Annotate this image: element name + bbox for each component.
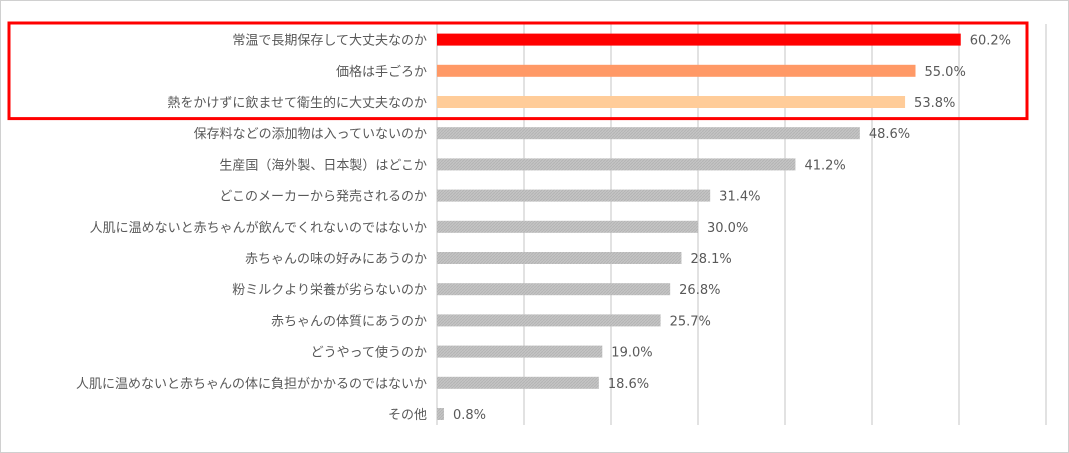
category-label: 生産国（海外製、日本製）はどこか	[219, 157, 427, 173]
category-label: 人肌に温めないと赤ちゃんが飲んでくれないのではないか	[90, 220, 427, 236]
category-label: どこのメーカーから発売されるのか	[219, 189, 427, 205]
bar	[437, 408, 444, 420]
category-label: その他	[388, 408, 427, 423]
data-label: 26.8%	[679, 283, 720, 298]
category-label: 人肌に温めないと赤ちゃんの体に負担がかかるのではないか	[76, 377, 427, 392]
data-label: 41.2%	[804, 158, 845, 173]
bar	[437, 127, 860, 140]
data-label: 48.6%	[869, 127, 910, 142]
data-label: 55.0%	[925, 65, 966, 80]
category-label: 熱をかけずに飲ませて衛生的に大丈夫なのか	[167, 95, 427, 111]
bar	[437, 314, 661, 327]
category-label: 保存料などの添加物は入っていないのか	[194, 127, 427, 142]
data-label: 30.0%	[707, 221, 748, 236]
data-label: 19.0%	[611, 346, 652, 361]
data-label: 0.8%	[453, 408, 486, 423]
category-label: 赤ちゃんの味の好みにあうのか	[245, 252, 427, 267]
bar	[437, 33, 961, 46]
data-label: 60.2%	[970, 34, 1011, 49]
category-label: どうやって使うのか	[311, 345, 427, 361]
bar	[437, 64, 916, 77]
data-label: 31.4%	[719, 190, 760, 205]
bar	[437, 96, 906, 108]
data-label: 25.7%	[670, 314, 711, 329]
bar	[437, 189, 711, 202]
category-label: 粉ミルクより栄養が劣らないのか	[232, 282, 427, 298]
data-label: 18.6%	[608, 377, 649, 392]
category-label: 赤ちゃんの体質にあうのか	[271, 314, 427, 329]
bar	[437, 345, 603, 358]
data-label: 28.1%	[690, 252, 731, 267]
bar	[437, 376, 599, 389]
bar	[437, 283, 671, 296]
bar	[437, 158, 796, 171]
bar	[437, 220, 698, 233]
category-label: 価格は手ごろか	[336, 64, 427, 80]
data-label: 53.8%	[914, 96, 955, 111]
category-label: 常温で長期保存して大丈夫なのか	[232, 34, 427, 49]
highlight-box	[7, 21, 1029, 121]
bar	[437, 252, 682, 264]
